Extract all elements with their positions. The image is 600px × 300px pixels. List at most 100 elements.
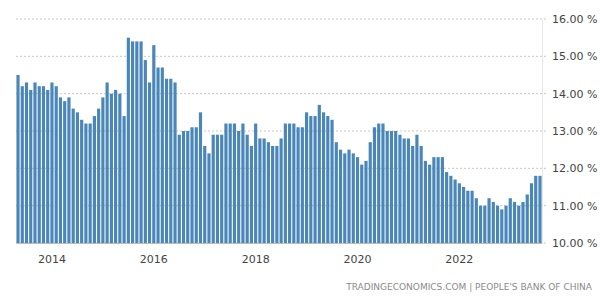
bar bbox=[475, 198, 478, 243]
bar bbox=[369, 142, 372, 243]
bar bbox=[190, 127, 193, 243]
bar bbox=[258, 138, 261, 243]
bar bbox=[84, 124, 87, 243]
bar bbox=[462, 187, 465, 243]
bar bbox=[530, 183, 533, 243]
bar bbox=[496, 206, 499, 243]
y-tick-label: 16.00 % bbox=[552, 13, 597, 26]
bar bbox=[173, 82, 176, 243]
grid-line bbox=[16, 93, 548, 94]
bar bbox=[335, 142, 338, 243]
bar bbox=[80, 120, 83, 243]
bar bbox=[89, 124, 92, 243]
bar bbox=[169, 79, 172, 243]
bar bbox=[449, 176, 452, 243]
y-tick: 12.00 % bbox=[542, 162, 597, 175]
bar bbox=[63, 101, 66, 243]
bar bbox=[454, 180, 457, 243]
bar bbox=[390, 131, 393, 243]
grid bbox=[16, 19, 548, 243]
bar bbox=[398, 135, 401, 243]
grid-line bbox=[16, 56, 548, 57]
bar bbox=[207, 153, 210, 243]
bar bbox=[224, 124, 227, 243]
y-axis: 10.00 %11.00 %12.00 %13.00 %14.00 %15.00… bbox=[542, 13, 597, 250]
bar bbox=[305, 112, 308, 243]
x-tick: 2014 bbox=[38, 243, 66, 266]
bar bbox=[441, 157, 444, 243]
bar bbox=[29, 90, 32, 243]
x-tick-label: 2022 bbox=[445, 253, 473, 266]
bar bbox=[407, 138, 410, 243]
bar bbox=[97, 109, 100, 243]
bar bbox=[156, 68, 159, 243]
x-tick: 2018 bbox=[242, 243, 270, 266]
bar bbox=[76, 112, 79, 243]
bar bbox=[267, 142, 270, 243]
bar bbox=[131, 41, 134, 243]
bar bbox=[364, 161, 367, 243]
bar bbox=[330, 120, 333, 243]
y-tick-label: 12.00 % bbox=[552, 162, 597, 175]
x-axis: 20142016201820202022 bbox=[17, 243, 543, 266]
bar bbox=[220, 135, 223, 243]
bar bbox=[161, 68, 164, 243]
bar bbox=[199, 112, 202, 243]
bar bbox=[318, 105, 321, 243]
bar bbox=[492, 202, 495, 243]
bar bbox=[343, 153, 346, 243]
bar bbox=[123, 116, 126, 243]
bar bbox=[16, 75, 19, 243]
bar bbox=[424, 161, 427, 243]
y-tick-label: 15.00 % bbox=[552, 50, 597, 63]
bar bbox=[356, 157, 359, 243]
bar bbox=[118, 94, 121, 243]
bar bbox=[466, 191, 469, 243]
bar bbox=[229, 124, 232, 243]
bar bbox=[292, 124, 295, 243]
bar bbox=[534, 176, 537, 243]
bar bbox=[517, 206, 520, 243]
y-tick-label: 11.00 % bbox=[552, 200, 597, 213]
y-tick: 11.00 % bbox=[542, 200, 597, 213]
bar bbox=[275, 146, 278, 243]
bar bbox=[526, 194, 529, 243]
source: TRADINGECONOMICS.COM | PEOPLE'S BANK OF … bbox=[345, 282, 593, 292]
bar bbox=[381, 124, 384, 243]
x-tick-label: 2014 bbox=[38, 253, 66, 266]
bar bbox=[72, 109, 75, 243]
plot: 2014201620182020202210.00 %11.00 %12.00 … bbox=[16, 13, 597, 266]
bar bbox=[21, 86, 24, 243]
bar bbox=[165, 79, 168, 243]
bar bbox=[347, 150, 350, 243]
bar bbox=[67, 97, 70, 243]
bar bbox=[127, 38, 130, 243]
y-axis-line bbox=[542, 20, 543, 244]
bar bbox=[428, 165, 431, 243]
bar bbox=[284, 124, 287, 243]
bar bbox=[93, 116, 96, 243]
bar bbox=[386, 131, 389, 243]
bar bbox=[110, 94, 113, 243]
y-tick-label: 10.00 % bbox=[552, 237, 597, 250]
bar bbox=[373, 127, 376, 243]
bar bbox=[148, 82, 151, 243]
x-axis-line bbox=[17, 243, 543, 244]
bar bbox=[377, 124, 380, 243]
bar bbox=[432, 157, 435, 243]
x-tick-label: 2020 bbox=[344, 253, 372, 266]
bar bbox=[301, 127, 304, 243]
bar bbox=[479, 206, 482, 243]
bar bbox=[139, 41, 142, 243]
bar bbox=[195, 127, 198, 243]
bar bbox=[241, 124, 244, 243]
bar bbox=[483, 206, 486, 243]
bar bbox=[135, 41, 138, 243]
bar bbox=[101, 97, 104, 243]
bar bbox=[352, 153, 355, 243]
bar bbox=[280, 138, 283, 243]
bar bbox=[250, 146, 253, 243]
bar bbox=[186, 131, 189, 243]
bar bbox=[339, 150, 342, 243]
bar bbox=[203, 146, 206, 243]
